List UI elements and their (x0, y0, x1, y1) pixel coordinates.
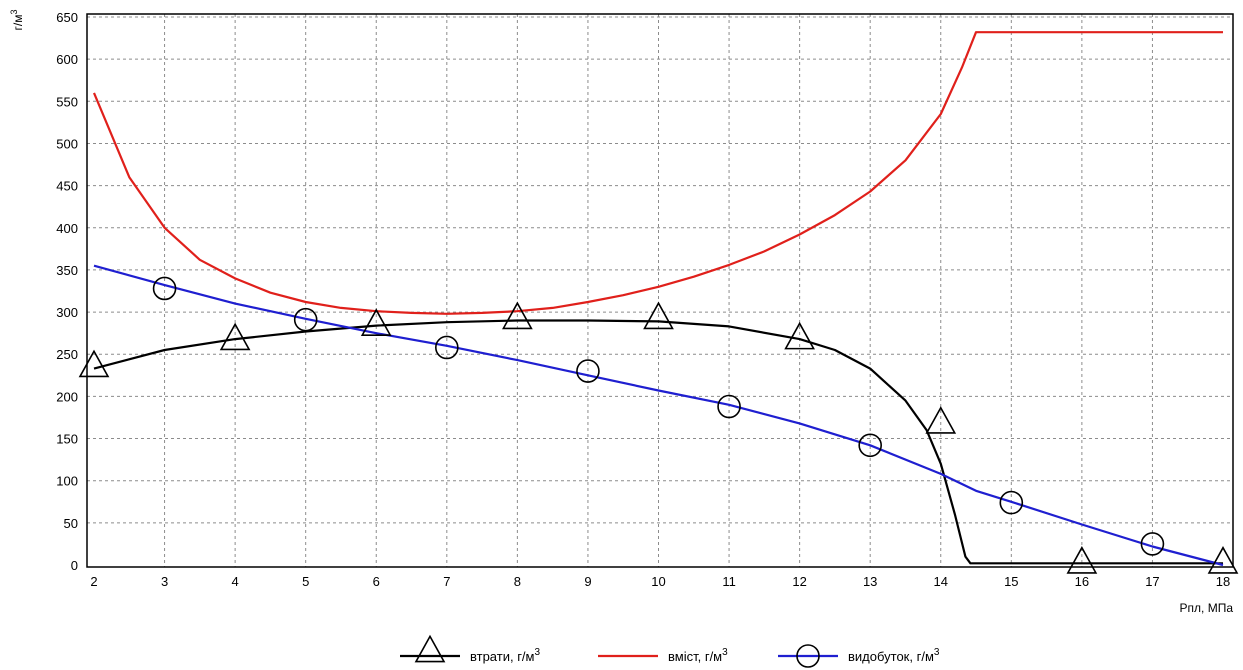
y-tick-label: 500 (56, 136, 78, 151)
y-tick-label: 50 (64, 516, 78, 531)
data-point-triangle (360, 308, 392, 336)
data-point-triangle (925, 406, 957, 434)
legend-label: втрати, г/м3 (470, 647, 540, 664)
y-tick-label: 150 (56, 432, 78, 447)
x-tick-label: 11 (722, 574, 736, 589)
y-tick-label: 650 (56, 10, 78, 25)
data-point-circle (999, 490, 1024, 515)
x-tick-label: 12 (792, 574, 806, 589)
data-point-triangle (502, 301, 533, 330)
data-point-triangle (784, 321, 815, 350)
y-tick-label: 350 (56, 263, 78, 278)
y-tick-label: 450 (56, 179, 78, 194)
data-point-circle (152, 276, 177, 301)
data-point-circle (293, 307, 318, 332)
x-tick-label: 16 (1075, 574, 1089, 589)
legend-label: вміст, г/м3 (668, 647, 728, 664)
data-point-triangle (1066, 546, 1098, 574)
legend: втрати, г/м3 вміст, г/м3 видобуток, г/м3 (400, 634, 940, 668)
data-point-triangle (219, 322, 251, 351)
data-point-circle (858, 433, 882, 458)
legend-item-3: видобуток, г/м3 (778, 644, 940, 668)
data-point-circle (576, 359, 600, 383)
y-axis-ticks: 0 50 100 150 200 250 300 350 400 450 500 550 600 650 (56, 10, 78, 573)
legend-item-1: втрати, г/м3 (400, 634, 540, 664)
y-tick-label: 550 (56, 94, 78, 109)
x-tick-label: 3 (161, 574, 168, 589)
series-line-2 (92, 31, 1223, 315)
legend-item-2: вміст, г/м3 (598, 647, 728, 664)
x-tick-label: 6 (373, 574, 380, 589)
y-tick-label: 300 (56, 305, 78, 320)
y-tick-label: 250 (56, 347, 78, 362)
y-tick-label: 100 (56, 474, 78, 489)
x-axis-ticks: 2 3 4 5 6 7 8 9 10 11 12 13 14 15 16 17 18 (90, 574, 1230, 589)
data-point-triangle (78, 349, 110, 378)
data-point-triangle (643, 301, 674, 330)
legend-marker-triangle (414, 634, 446, 663)
grid-lines (87, 14, 1233, 567)
series-line-1 (93, 319, 1223, 565)
x-axis-label: Рпл, МПа (1180, 601, 1234, 615)
x-tick-label: 5 (302, 574, 309, 589)
y-tick-label: 600 (56, 52, 78, 67)
data-point-triangle (1207, 546, 1239, 574)
x-tick-label: 9 (584, 574, 591, 589)
x-tick-label: 10 (651, 574, 665, 589)
x-tick-label: 14 (934, 574, 948, 589)
x-tick-label: 2 (90, 574, 97, 589)
x-tick-label: 8 (514, 574, 521, 589)
y-tick-label: 400 (56, 221, 78, 236)
y-axis-label: г/м3 (9, 10, 25, 31)
x-tick-label: 13 (863, 574, 877, 589)
y-tick-label: 200 (56, 389, 78, 404)
series-layer (78, 31, 1239, 574)
legend-marker-circle (796, 644, 820, 668)
legend-label: видобуток, г/м3 (848, 647, 940, 664)
series-line-3 (93, 264, 1224, 567)
data-point-circle (717, 394, 741, 419)
plot-frame (86, 13, 1234, 568)
x-tick-label: 7 (443, 574, 450, 589)
x-tick-label: 18 (1216, 574, 1230, 589)
data-point-circle (435, 335, 459, 360)
x-tick-label: 17 (1145, 574, 1159, 589)
data-point-circle (1140, 532, 1165, 556)
y-tick-label: 0 (71, 558, 78, 573)
x-tick-label: 4 (232, 574, 239, 589)
x-tick-label: 15 (1004, 574, 1018, 589)
